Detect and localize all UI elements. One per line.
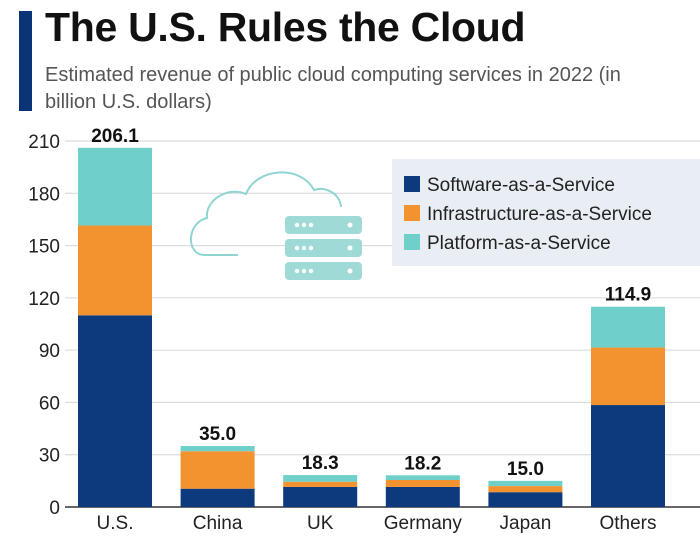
- y-axis-labels: 0 30 60 90 120 150 180 210: [28, 132, 60, 519]
- y-tick-label: 0: [49, 498, 60, 519]
- total-label: 15.0: [507, 459, 544, 480]
- y-tick-label: 90: [39, 341, 60, 362]
- bar-segment-iaas: [180, 451, 255, 489]
- bar-segment-iaas: [283, 481, 358, 487]
- bar-segment-saas: [180, 488, 255, 507]
- x-tick-label: U.S.: [97, 513, 134, 534]
- bars: [78, 147, 665, 507]
- bar-segment-iaas: [591, 347, 665, 406]
- legend-label-paas: Platform-as-a-Service: [427, 233, 611, 254]
- legend-swatch-saas: [404, 176, 420, 192]
- cloud-server-icon: [190, 171, 362, 280]
- y-tick-label: 30: [39, 446, 60, 467]
- bar-segment-iaas: [78, 225, 152, 316]
- bar-segment-saas: [283, 486, 358, 507]
- bar-segment-iaas: [385, 479, 460, 487]
- bar-segment-saas: [488, 492, 563, 507]
- bar-segment-iaas: [488, 486, 563, 493]
- bar-segment-paas: [283, 475, 358, 482]
- bar-segment-paas: [488, 480, 563, 487]
- bar-segment-paas: [591, 306, 665, 348]
- total-label: 18.3: [302, 453, 339, 474]
- y-tick-label: 120: [28, 289, 60, 310]
- chart-subtitle: Estimated revenue of public cloud comput…: [45, 64, 621, 113]
- total-label: 35.0: [199, 424, 236, 445]
- total-label: 18.2: [404, 453, 441, 474]
- y-tick-label: 60: [39, 393, 60, 414]
- chart-title: The U.S. Rules the Cloud: [45, 4, 526, 50]
- legend-swatch-iaas: [404, 205, 420, 221]
- bar-segment-saas: [385, 486, 460, 507]
- y-tick-label: 210: [28, 132, 60, 153]
- x-tick-label: China: [193, 513, 243, 534]
- y-tick-label: 150: [28, 237, 60, 258]
- legend-swatch-paas: [404, 234, 420, 250]
- total-label: 206.1: [91, 126, 139, 147]
- x-tick-label: Others: [599, 513, 656, 534]
- legend-background: [392, 159, 700, 266]
- bar-segment-paas: [180, 446, 255, 452]
- bar-segment-paas: [78, 147, 152, 226]
- legend-label-iaas: Infrastructure-as-a-Service: [427, 204, 652, 225]
- total-labels: 206.1 35.0 18.3 18.2 15.0 114.9: [91, 126, 651, 480]
- x-tick-label: Japan: [500, 513, 552, 534]
- total-label: 114.9: [605, 285, 652, 306]
- bar-segment-saas: [78, 315, 152, 507]
- bar-segment-paas: [385, 475, 460, 480]
- legend: Software-as-a-Service Infrastructure-as-…: [392, 159, 700, 266]
- y-tick-label: 180: [28, 184, 60, 205]
- x-tick-label: UK: [307, 513, 334, 534]
- x-axis-labels: U.S. China UK Germany Japan Others: [97, 513, 657, 534]
- bar-segment-saas: [591, 405, 665, 507]
- x-tick-label: Germany: [384, 513, 463, 534]
- legend-label-saas: Software-as-a-Service: [427, 175, 615, 196]
- title-accent-bar: [19, 11, 32, 111]
